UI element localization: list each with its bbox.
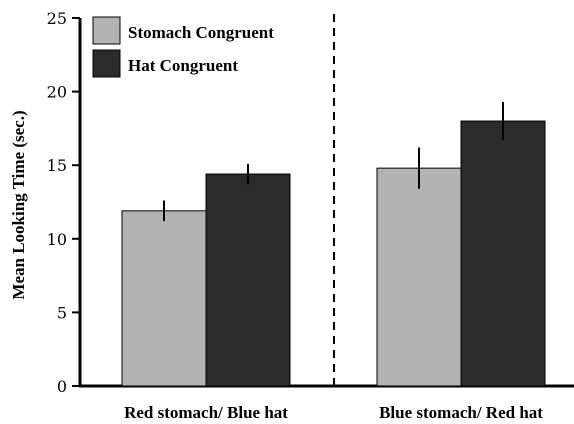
bars — [121, 120, 546, 387]
y-tick-label: 10 — [47, 230, 67, 249]
y-tick-label: 5 — [57, 303, 67, 322]
y-tick-label: 25 — [47, 9, 67, 28]
legend: Stomach Congruent Hat Congruent — [92, 16, 274, 78]
y-axis-title: Mean Looking Time (sec.) — [9, 110, 28, 299]
error-bars — [163, 101, 504, 222]
x-category-labels: Red stomach/ Blue hat Blue stomach/ Red h… — [124, 403, 543, 422]
bar-stomach-congruent — [376, 167, 462, 387]
bar-stomach-congruent — [121, 210, 207, 387]
y-tick-label: 0 — [57, 377, 67, 396]
y-tick-label: 20 — [47, 83, 67, 102]
legend-swatch-hat-congruent — [92, 49, 121, 78]
legend-label-stomach-congruent: Stomach Congruent — [128, 23, 274, 42]
x-category-label: Red stomach/ Blue hat — [124, 403, 288, 422]
y-tick-label: 15 — [47, 156, 67, 175]
legend-swatch-stomach-congruent — [92, 16, 121, 45]
x-category-label: Blue stomach/ Red hat — [379, 403, 543, 422]
bar-hat-congruent — [205, 173, 291, 387]
bar-hat-congruent — [460, 120, 546, 387]
legend-label-hat-congruent: Hat Congruent — [128, 56, 238, 75]
y-ticks: 0 5 10 15 20 25 — [47, 9, 80, 396]
